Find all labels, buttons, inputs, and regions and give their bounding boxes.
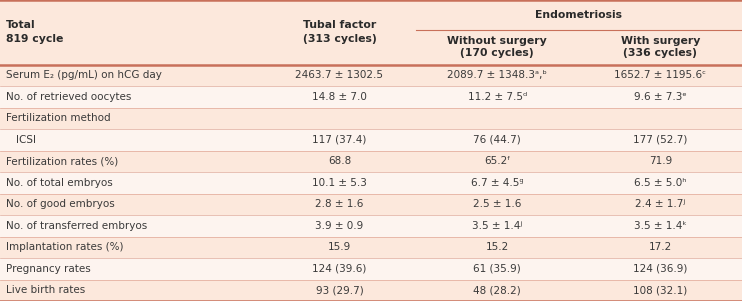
Text: 117 (37.4): 117 (37.4) [312,135,367,145]
Text: 1652.7 ± 1195.6ᶜ: 1652.7 ± 1195.6ᶜ [614,70,706,80]
Text: 14.8 ± 7.0: 14.8 ± 7.0 [312,92,367,102]
Text: No. of transferred embryos: No. of transferred embryos [6,221,147,231]
Text: 2.4 ± 1.7ʲ: 2.4 ± 1.7ʲ [635,199,686,209]
Text: 71.9: 71.9 [649,157,672,166]
Text: 819 cycle: 819 cycle [6,34,63,44]
Text: 17.2: 17.2 [649,242,672,252]
Text: No. of good embryos: No. of good embryos [6,199,115,209]
Text: 2.5 ± 1.6: 2.5 ± 1.6 [473,199,522,209]
Text: Tubal factor: Tubal factor [303,20,376,30]
Text: No. of total embryos: No. of total embryos [6,178,113,188]
Text: 15.9: 15.9 [328,242,351,252]
Text: 65.2ᶠ: 65.2ᶠ [484,157,510,166]
Text: Without surgery: Without surgery [447,36,547,46]
Text: ICSI: ICSI [16,135,36,145]
Text: 61 (35.9): 61 (35.9) [473,264,521,274]
Text: Implantation rates (%): Implantation rates (%) [6,242,123,252]
Text: 177 (52.7): 177 (52.7) [633,135,688,145]
Text: 10.1 ± 5.3: 10.1 ± 5.3 [312,178,367,188]
Text: (170 cycles): (170 cycles) [460,48,534,58]
Text: 2.8 ± 1.6: 2.8 ± 1.6 [315,199,364,209]
Bar [0,65,742,86]
Bar [0,129,742,150]
Text: 108 (32.1): 108 (32.1) [633,285,688,295]
Bar [0,194,742,215]
Text: Fertilization method: Fertilization method [6,113,111,123]
Bar [0,108,742,129]
Text: 124 (36.9): 124 (36.9) [633,264,688,274]
Bar [0,86,742,108]
Text: 93 (29.7): 93 (29.7) [315,285,364,295]
Bar [0,150,742,172]
Text: With surgery: With surgery [621,36,700,46]
Text: 2089.7 ± 1348.3ᵃ,ᵇ: 2089.7 ± 1348.3ᵃ,ᵇ [447,70,547,80]
Bar [0,0,742,65]
Bar [0,215,742,237]
Text: Total: Total [6,20,36,30]
Text: Serum E₂ (pg/mL) on hCG day: Serum E₂ (pg/mL) on hCG day [6,70,162,80]
Text: 9.6 ± 7.3ᵉ: 9.6 ± 7.3ᵉ [634,92,687,102]
Text: Endometriosis: Endometriosis [535,10,623,20]
Text: 6.5 ± 5.0ʰ: 6.5 ± 5.0ʰ [634,178,686,188]
Text: 76 (44.7): 76 (44.7) [473,135,521,145]
Text: 68.8: 68.8 [328,157,351,166]
Text: 11.2 ± 7.5ᵈ: 11.2 ± 7.5ᵈ [467,92,527,102]
Text: Fertilization rates (%): Fertilization rates (%) [6,157,118,166]
Text: (313 cycles): (313 cycles) [303,34,376,44]
Bar [0,258,742,280]
Bar [0,280,742,301]
Bar [0,172,742,194]
Text: Pregnancy rates: Pregnancy rates [6,264,91,274]
Text: 15.2: 15.2 [485,242,509,252]
Text: 2463.7 ± 1302.5: 2463.7 ± 1302.5 [295,70,384,80]
Text: (336 cycles): (336 cycles) [623,48,697,58]
Text: 3.9 ± 0.9: 3.9 ± 0.9 [315,221,364,231]
Text: Live birth rates: Live birth rates [6,285,85,295]
Bar [0,237,742,258]
Text: 48 (28.2): 48 (28.2) [473,285,521,295]
Text: 6.7 ± 4.5ᵍ: 6.7 ± 4.5ᵍ [471,178,523,188]
Text: 3.5 ± 1.4ʲ: 3.5 ± 1.4ʲ [472,221,522,231]
Text: No. of retrieved oocytes: No. of retrieved oocytes [6,92,131,102]
Text: 3.5 ± 1.4ᵏ: 3.5 ± 1.4ᵏ [634,221,687,231]
Text: 124 (39.6): 124 (39.6) [312,264,367,274]
